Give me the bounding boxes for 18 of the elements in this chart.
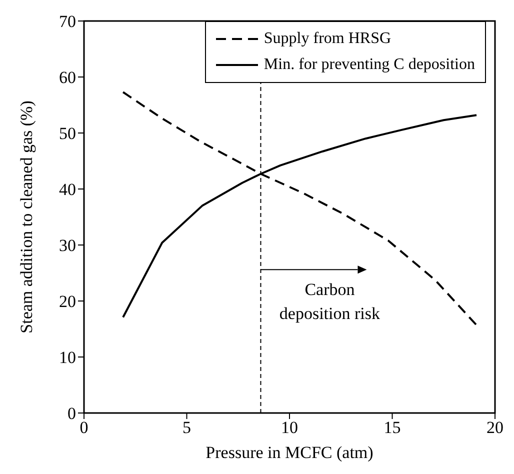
x-axis-title: Pressure in MCFC (atm) [206, 443, 374, 462]
y-tick-label: 50 [59, 124, 76, 144]
y-tick-label: 70 [59, 12, 76, 32]
x-tick-label: 0 [80, 418, 88, 438]
y-tick-label: 0 [68, 404, 76, 424]
y-tick-label: 20 [59, 292, 76, 312]
x-tick-label: 5 [182, 418, 191, 438]
y-tick-label: 30 [59, 236, 76, 256]
annotation: Carbon deposition risk [278, 278, 382, 325]
y-axis-title: Steam addition to cleaned gas (%) [17, 100, 36, 334]
legend-label: Min. for preventing C deposition [264, 56, 475, 74]
y-tick-label: 10 [59, 348, 76, 368]
y-tick-label: 40 [59, 180, 76, 200]
x-tick-label: 20 [486, 418, 504, 438]
x-tick-label: 15 [384, 418, 401, 438]
y-tick-label: 60 [59, 68, 76, 88]
legend-label: Supply from HRSG [264, 30, 392, 48]
x-tick-label: 10 [281, 418, 298, 438]
